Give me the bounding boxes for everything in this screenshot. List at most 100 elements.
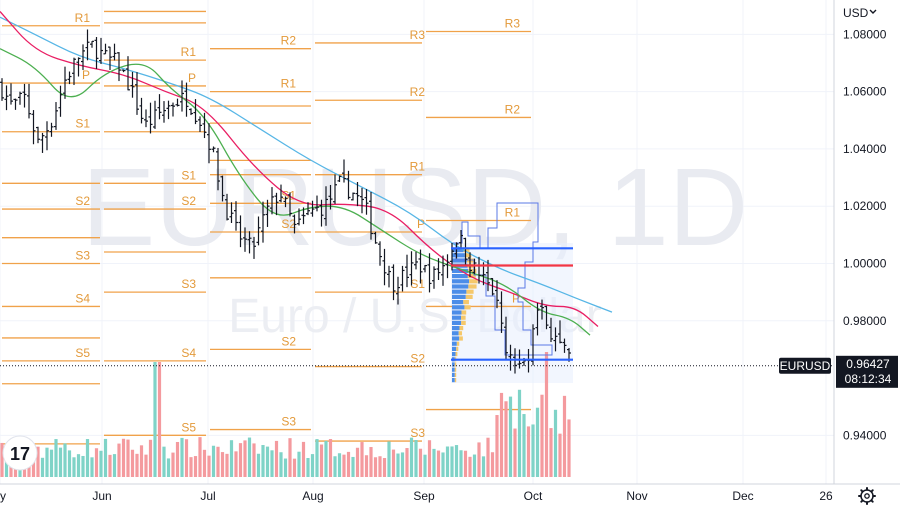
- price-bar: [166, 100, 171, 120]
- last-price-tag: 0.96427 08:12:34: [836, 355, 898, 388]
- volume-bar: [103, 438, 108, 477]
- volume-bar: [490, 452, 495, 477]
- price-bar: [549, 317, 553, 343]
- price-bar: [427, 253, 432, 293]
- pivot-label: R2: [505, 102, 521, 116]
- price-bar: [310, 200, 315, 217]
- volume-bar: [562, 395, 567, 477]
- price-bar: [432, 266, 436, 289]
- profile-row: [452, 326, 460, 331]
- pivot-label: R1: [281, 77, 297, 91]
- volume-bar: [310, 454, 315, 477]
- volume-bar: [117, 443, 121, 477]
- volume-bar: [396, 453, 400, 477]
- price-bar: [454, 242, 459, 259]
- price-bar: [531, 324, 535, 366]
- gear-icon[interactable]: [858, 487, 876, 505]
- price-bar: [99, 37, 103, 64]
- price-tick-label: 1.02000: [843, 199, 887, 213]
- volume-bar: [171, 452, 175, 477]
- profile-row-sell: [468, 284, 477, 289]
- profile-row: [452, 378, 455, 383]
- time-tick-label: 26: [819, 489, 833, 503]
- profile-row: [452, 310, 462, 315]
- volume-bar: [558, 433, 562, 477]
- volume-bar: [157, 362, 162, 477]
- time-tick-label: Jun: [92, 489, 111, 503]
- price-bar: [13, 98, 18, 110]
- price-bar: [405, 254, 409, 288]
- profile-row: [452, 279, 470, 284]
- profile-row: [452, 253, 465, 258]
- time-axis[interactable]: y Jun Jul Aug Sep Oct Nov Dec 26: [0, 489, 833, 503]
- pivot-label: S2: [281, 217, 296, 231]
- pivot-label: R1: [505, 206, 521, 220]
- price-bar: [135, 72, 139, 115]
- volume-bar: [333, 456, 337, 477]
- price-bar: [207, 123, 211, 164]
- pivot-label: R1: [75, 11, 91, 25]
- tradingview-logo[interactable]: 17: [2, 435, 38, 471]
- volume-bar: [288, 438, 292, 477]
- price-bar: [243, 227, 247, 252]
- volume-bar: [144, 454, 148, 477]
- volume-bar: [373, 457, 378, 477]
- profile-row: [452, 331, 459, 336]
- price-bar: [445, 254, 450, 279]
- volume-bar: [567, 419, 571, 477]
- price-bar: [319, 199, 324, 227]
- price-bar: [252, 236, 256, 259]
- volume-bar: [517, 389, 522, 477]
- profile-row-sell: [465, 294, 473, 299]
- profile-row-sell: [454, 367, 457, 372]
- currency-selector[interactable]: USD: [843, 6, 877, 20]
- volume-bar: [261, 445, 265, 477]
- volume-bar: [252, 443, 256, 477]
- volume-bar: [225, 453, 229, 477]
- price-bar: [139, 97, 144, 124]
- price-bar: [270, 187, 274, 215]
- volume-bar: [513, 428, 517, 477]
- volume-bar: [378, 456, 382, 477]
- volume-bar: [283, 458, 288, 477]
- price-bar: [346, 170, 351, 200]
- price-bar: [31, 110, 36, 145]
- price-bar: [216, 147, 220, 191]
- price-bar: [162, 101, 166, 123]
- volume-bar: [351, 456, 355, 477]
- price-bar: [441, 255, 445, 286]
- price-bar: [193, 99, 198, 125]
- price-bar: [306, 202, 310, 216]
- pivot-label: P: [417, 217, 425, 231]
- price-bar: [72, 57, 76, 86]
- price-bar: [351, 192, 355, 201]
- volume-bar: [387, 441, 391, 477]
- price-bar: [94, 37, 99, 69]
- volume-bar: [54, 439, 58, 477]
- volume-bar: [535, 407, 540, 477]
- profile-row-sell: [454, 372, 457, 377]
- price-tick-label: 1.04000: [843, 142, 887, 156]
- profile-row: [452, 284, 469, 289]
- price-bar: [40, 132, 45, 153]
- price-axis[interactable]: 1.08000 1.06000 1.04000 1.02000 1.00000 0.980…: [843, 27, 887, 442]
- pivot-label: S1: [181, 168, 196, 182]
- volume-bar: [198, 437, 202, 477]
- volume-bar: [495, 415, 499, 477]
- profile-row: [452, 352, 456, 357]
- profile-row: [452, 341, 457, 346]
- profile-row-sell: [456, 346, 459, 351]
- profile-row: [452, 305, 465, 310]
- volume-bar: [301, 441, 306, 477]
- volume-bar: [540, 394, 544, 477]
- price-bar: [355, 182, 360, 207]
- volume-bar: [391, 449, 396, 477]
- volume-bar: [306, 458, 310, 477]
- volume-bar: [499, 392, 504, 477]
- price-bar: [315, 195, 319, 212]
- time-tick-label: Jul: [200, 489, 215, 503]
- time-tick-label: Sep: [413, 489, 435, 503]
- symbol-tag-text: EURUSD: [780, 359, 831, 373]
